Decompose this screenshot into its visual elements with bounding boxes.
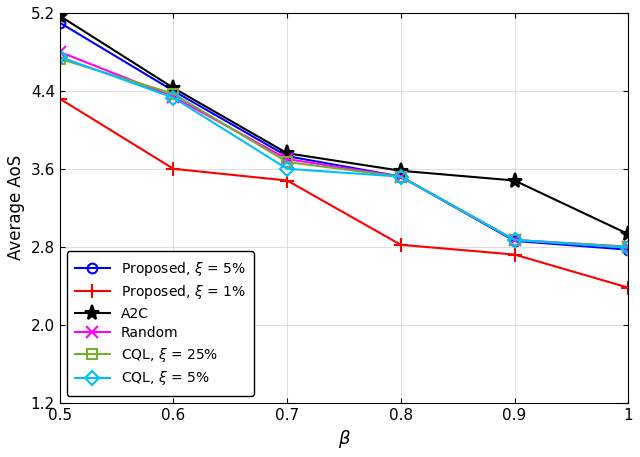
- Random: [170, 94, 177, 100]
- A2C: [56, 13, 63, 19]
- Random: [625, 244, 632, 250]
- Proposed, $\xi$ = 1%: [284, 178, 291, 183]
- CQL, $\xi$ = 25%: [56, 56, 63, 62]
- CQL, $\xi$ = 25%: [397, 174, 404, 179]
- CQL, $\xi$ = 5%: [397, 174, 404, 179]
- Proposed, $\xi$ = 1%: [56, 96, 63, 101]
- Y-axis label: Average AoS: Average AoS: [7, 155, 25, 260]
- Proposed, $\xi$ = 5%: [56, 20, 63, 26]
- CQL, $\xi$ = 5%: [511, 237, 518, 243]
- CQL, $\xi$ = 25%: [625, 244, 632, 250]
- A2C: [625, 231, 632, 237]
- Proposed, $\xi$ = 5%: [170, 88, 177, 94]
- Line: Proposed, $\xi$ = 5%: Proposed, $\xi$ = 5%: [55, 18, 633, 255]
- Legend: Proposed, $\xi$ = 5%, Proposed, $\xi$ = 1%, A2C, Random, CQL, $\xi$ = 25%, CQL, : Proposed, $\xi$ = 5%, Proposed, $\xi$ = …: [67, 251, 254, 396]
- CQL, $\xi$ = 5%: [625, 245, 632, 250]
- CQL, $\xi$ = 5%: [56, 54, 63, 59]
- X-axis label: $\beta$: $\beta$: [337, 428, 351, 450]
- Proposed, $\xi$ = 1%: [511, 252, 518, 257]
- Line: Random: Random: [54, 46, 634, 253]
- A2C: [511, 178, 518, 183]
- Proposed, $\xi$ = 5%: [625, 247, 632, 252]
- CQL, $\xi$ = 5%: [170, 95, 177, 101]
- Line: Proposed, $\xi$ = 1%: Proposed, $\xi$ = 1%: [52, 92, 635, 295]
- CQL, $\xi$ = 25%: [284, 159, 291, 165]
- Line: CQL, $\xi$ = 25%: CQL, $\xi$ = 25%: [55, 54, 633, 252]
- Random: [56, 49, 63, 55]
- Line: CQL, $\xi$ = 5%: CQL, $\xi$ = 5%: [55, 52, 633, 253]
- Random: [397, 174, 404, 179]
- CQL, $\xi$ = 25%: [511, 237, 518, 243]
- Random: [511, 237, 518, 243]
- CQL, $\xi$ = 5%: [284, 166, 291, 171]
- Proposed, $\xi$ = 1%: [170, 166, 177, 171]
- Proposed, $\xi$ = 5%: [284, 154, 291, 159]
- Proposed, $\xi$ = 5%: [511, 238, 518, 244]
- A2C: [397, 168, 404, 174]
- Proposed, $\xi$ = 1%: [397, 242, 404, 248]
- A2C: [284, 150, 291, 156]
- Line: A2C: A2C: [52, 8, 636, 242]
- Proposed, $\xi$ = 1%: [625, 285, 632, 290]
- Proposed, $\xi$ = 5%: [397, 174, 404, 179]
- A2C: [170, 85, 177, 90]
- Random: [284, 156, 291, 162]
- CQL, $\xi$ = 25%: [170, 91, 177, 96]
